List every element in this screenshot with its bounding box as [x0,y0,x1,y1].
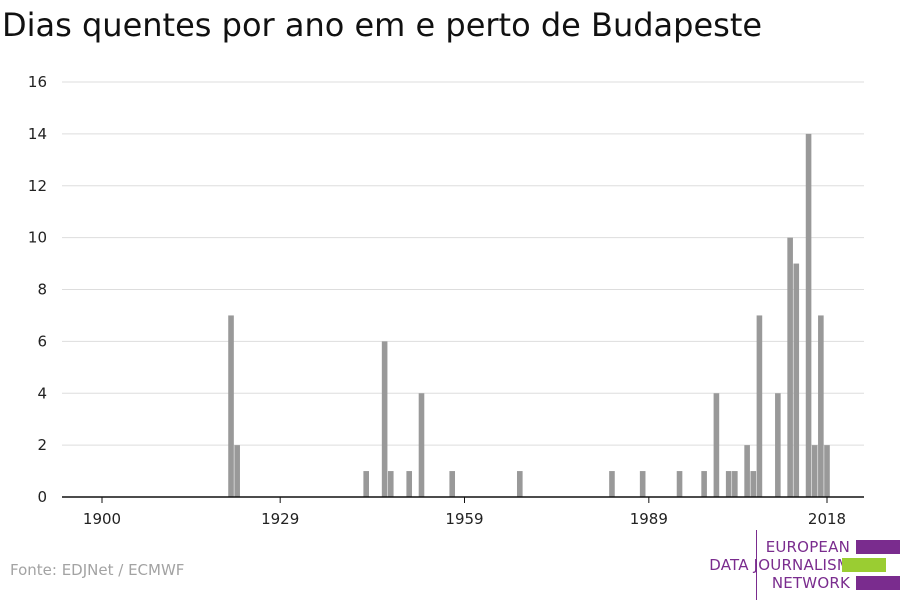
logo-bar-purple-bottom [856,576,900,590]
y-tick-label: 6 [37,332,47,350]
logo-divider [756,530,757,600]
bar [516,471,523,497]
y-tick-label: 12 [28,177,47,195]
logo-line-1: EUROPEAN [765,538,850,556]
bar [811,445,818,497]
bar [805,133,812,497]
bar [639,471,646,497]
x-tick-label: 1929 [261,510,299,528]
bar [676,471,683,497]
bar [824,445,830,497]
bar [418,393,425,497]
bar [387,471,394,497]
bar [228,315,234,497]
logo-text: EUROPEAN DATA JOURNALISM NETWORK [709,538,850,592]
x-tick-label: 1989 [630,510,668,528]
bar [818,315,824,497]
logo-line-3: NETWORK [771,574,850,592]
source-note: Fonte: EDJNet / ECMWF [10,561,185,579]
bar [732,471,738,497]
bar [787,237,793,497]
logo-line-2: DATA JOURNALISM [709,556,850,574]
bar [701,471,707,497]
bar [744,445,750,497]
bar [725,471,732,497]
logo-bar-green [842,558,886,572]
chart-title: Dias quentes por ano em e perto de Budap… [2,6,763,44]
y-tick-label: 14 [28,125,47,143]
y-tick-label: 16 [28,73,47,91]
bar [381,341,388,497]
y-tick-label: 8 [37,281,47,299]
bar [793,263,800,497]
bar [234,445,240,497]
bar [406,471,413,497]
x-tick-label: 1959 [445,510,483,528]
bar [449,471,456,497]
bar [750,471,757,497]
bar [363,471,369,497]
bar-chart: 0 2 4 6 8 10 12 14 16 1900 1929 1959 1989 2018 [28,73,864,528]
edjnet-logo: EUROPEAN DATA JOURNALISM NETWORK [700,530,900,600]
y-tick-label: 0 [37,488,47,506]
bar [775,393,781,497]
y-tick-label: 10 [28,229,47,247]
bar [609,471,615,497]
y-tick-label: 2 [37,436,47,454]
y-tick-label: 4 [37,384,47,402]
bar [713,393,720,497]
bar [756,315,763,497]
x-tick-label: 2018 [808,510,846,528]
logo-bar-purple-top [856,540,900,554]
x-tick-label: 1900 [83,510,121,528]
